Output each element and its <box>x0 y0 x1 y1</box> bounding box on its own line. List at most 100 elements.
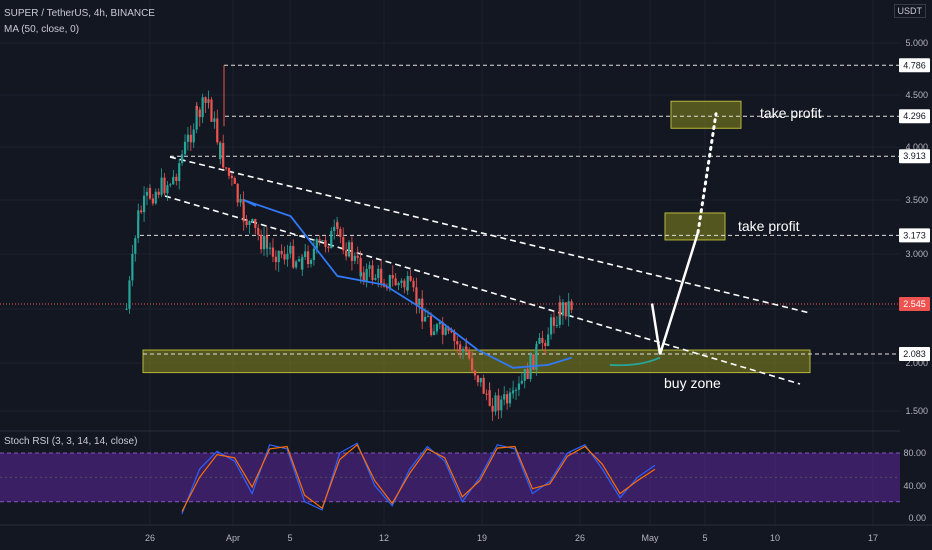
candle-body <box>289 245 292 254</box>
candle-body <box>304 251 307 258</box>
candle-body <box>248 221 251 225</box>
candle-body <box>506 394 509 404</box>
currency-unit-button[interactable]: USDT <box>893 4 926 18</box>
projection-arrows <box>650 112 718 355</box>
candle-body <box>128 280 131 309</box>
price-tick: 4.500 <box>905 90 928 100</box>
candle-body <box>297 259 301 262</box>
take-profit-label-upper: take profit <box>760 105 822 121</box>
price-axis: 5.000 4.500 4.000 3.500 3.000 2.000 1.500 4.786… <box>899 0 932 550</box>
candle-body <box>137 210 140 221</box>
price-tick: 2.000 <box>905 358 928 368</box>
candle-body <box>198 109 201 118</box>
candle-body <box>465 346 468 352</box>
candle-body <box>517 383 521 390</box>
candle-body <box>201 97 204 118</box>
candle-body <box>555 325 558 327</box>
candle-body <box>266 247 269 249</box>
candle-body <box>356 255 359 258</box>
candle-body <box>160 177 163 195</box>
candle-body <box>345 250 348 257</box>
candle-body <box>362 272 365 282</box>
price-label: 3.173 <box>903 230 926 240</box>
candle-body <box>494 395 497 412</box>
candle-body <box>169 184 172 186</box>
candle-body <box>371 265 374 280</box>
projection-arrow-dotted <box>696 112 718 234</box>
candle-body <box>497 395 500 411</box>
candle-body <box>432 331 436 336</box>
candle-body <box>430 327 433 336</box>
candle-body <box>380 268 383 284</box>
price-label: 2.545 <box>903 299 926 309</box>
candle-body <box>456 341 459 345</box>
candle-body <box>526 368 529 380</box>
candle-body <box>397 282 400 286</box>
price-label-box <box>899 149 930 164</box>
candle-body <box>175 176 178 182</box>
price-label: 2.083 <box>903 349 926 359</box>
candle-body <box>514 389 518 391</box>
time-tick: May <box>641 533 659 543</box>
candle-body <box>245 221 248 225</box>
candle-body <box>262 235 266 250</box>
price-label: 4.786 <box>903 60 926 70</box>
buy-zone-label: buy zone <box>664 375 721 391</box>
candle-body <box>406 276 409 291</box>
candle-body <box>561 302 564 316</box>
candle-body <box>541 337 544 343</box>
candle-body <box>186 134 190 142</box>
candle-body <box>508 392 512 404</box>
candle-body <box>444 327 447 335</box>
zones <box>142 100 811 374</box>
candle-body <box>391 275 394 279</box>
candle-body <box>216 118 219 143</box>
candle-body <box>163 177 166 194</box>
candle-body <box>359 272 362 277</box>
candle-body <box>485 393 488 395</box>
time-tick: 12 <box>379 533 389 543</box>
rsi-tick: 80.00 <box>903 448 926 458</box>
candle-body <box>301 257 304 270</box>
candle-body <box>309 260 313 264</box>
candle-body <box>172 176 175 178</box>
rsi-tick: 40.00 <box>903 481 926 491</box>
candle-body <box>236 183 239 203</box>
candle-body <box>426 315 430 317</box>
candle-body <box>435 324 439 332</box>
candle-body <box>257 227 260 235</box>
symbol-title: SUPER / TetherUS, 4h, BINANCE <box>4 8 155 19</box>
candle-body <box>145 191 149 196</box>
price-label: 4.296 <box>903 111 926 121</box>
annotations: take profit take profit buy zone <box>664 105 822 391</box>
candle-body <box>137 220 140 239</box>
candle-body <box>359 257 362 277</box>
projection-arrow-solid <box>650 232 700 355</box>
candle-body <box>459 344 462 352</box>
candle-body <box>181 154 184 164</box>
candle-body <box>277 250 280 263</box>
candle-body <box>151 198 154 204</box>
price-label-box <box>899 109 930 124</box>
candle-body <box>374 278 377 280</box>
candle-body <box>342 236 345 251</box>
time-tick: Apr <box>226 533 240 543</box>
candle-body <box>280 250 283 255</box>
candle-body <box>125 308 128 310</box>
candle-body <box>233 178 236 184</box>
candle-body <box>552 317 556 326</box>
candle-body <box>450 330 453 333</box>
stoch-d-line <box>181 443 656 512</box>
candle-body <box>254 219 257 228</box>
candle-body <box>283 254 286 260</box>
candle-body <box>403 280 406 288</box>
candle-body <box>324 240 327 247</box>
price-tick: 1.500 <box>905 406 928 416</box>
candle-body <box>377 268 380 279</box>
candle-body <box>242 204 245 222</box>
candle-body <box>166 185 169 194</box>
candle-body <box>479 377 482 383</box>
ma50-line <box>243 199 572 369</box>
candle-body <box>222 143 225 168</box>
